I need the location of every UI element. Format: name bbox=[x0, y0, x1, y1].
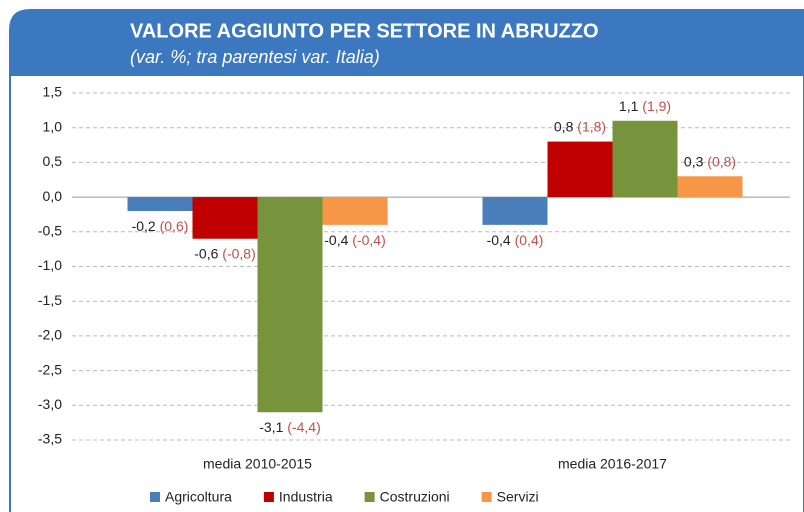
legend-swatch bbox=[150, 492, 160, 502]
italy-label: (-4,4) bbox=[287, 419, 320, 435]
bar bbox=[322, 197, 388, 225]
legend-label: Industria bbox=[279, 489, 333, 505]
y-tick-label: -2,0 bbox=[38, 327, 62, 343]
y-tick-label: -3,5 bbox=[38, 431, 62, 447]
bar bbox=[257, 197, 323, 413]
y-tick-label: -2,5 bbox=[38, 361, 62, 377]
value-label: -0,4 bbox=[487, 232, 511, 248]
bar bbox=[482, 197, 548, 225]
value-label: -0,2 bbox=[132, 218, 156, 234]
data-label: -0,4 (-0,4) bbox=[324, 232, 385, 248]
legend-label: Agricoltura bbox=[165, 489, 232, 505]
italy-label: (1,9) bbox=[642, 97, 671, 113]
frame bbox=[9, 9, 804, 512]
data-label: 0,3 (0,8) bbox=[684, 153, 736, 169]
bar bbox=[612, 120, 678, 198]
y-tick-label: -3,0 bbox=[38, 396, 62, 412]
value-label: 0,8 bbox=[554, 118, 574, 134]
chart-subtitle: (var. %; tra parentesi var. Italia) bbox=[130, 47, 380, 67]
legend-label: Servizi bbox=[497, 489, 539, 505]
italy-label: (-0,4) bbox=[352, 232, 385, 248]
y-tick-label: -0,5 bbox=[38, 223, 62, 239]
italy-label: (0,6) bbox=[160, 218, 189, 234]
y-tick-label: 0,0 bbox=[43, 188, 63, 204]
legend-swatch bbox=[263, 492, 274, 502]
data-label: -0,4 (0,4) bbox=[487, 232, 544, 248]
bar bbox=[192, 197, 258, 239]
value-label: 0,3 bbox=[684, 153, 704, 169]
y-tick-label: -1,5 bbox=[38, 292, 62, 308]
legend-swatch bbox=[364, 492, 375, 502]
bar bbox=[127, 197, 193, 211]
legend-label: Costruzioni bbox=[380, 489, 450, 505]
italy-label: (1,8) bbox=[577, 118, 606, 134]
italy-label: (-0,8) bbox=[222, 245, 255, 261]
bar bbox=[547, 141, 613, 198]
y-tick-label: 0,5 bbox=[43, 153, 63, 169]
data-label: 1,1 (1,9) bbox=[619, 97, 671, 113]
data-label: -0,2 (0,6) bbox=[132, 218, 189, 234]
value-label: 1,1 bbox=[619, 97, 639, 113]
y-tick-label: 1,5 bbox=[43, 84, 63, 100]
data-label: 0,8 (1,8) bbox=[554, 118, 606, 134]
bar bbox=[677, 176, 743, 198]
data-label: -0,6 (-0,8) bbox=[194, 245, 255, 261]
chart-title: VALORE AGGIUNTO PER SETTORE IN ABRUZZO bbox=[130, 20, 599, 42]
value-label: -0,4 bbox=[324, 232, 348, 248]
value-label: -3,1 bbox=[259, 419, 283, 435]
italy-label: (0,4) bbox=[515, 232, 544, 248]
y-tick-label: 1,0 bbox=[43, 118, 63, 134]
legend-swatch bbox=[481, 492, 492, 502]
data-label: -3,1 (-4,4) bbox=[259, 419, 320, 435]
x-tick-label: media 2016-2017 bbox=[558, 456, 667, 472]
italy-label: (0,8) bbox=[707, 153, 736, 169]
y-tick-label: -1,0 bbox=[38, 257, 62, 273]
header bbox=[10, 10, 804, 76]
value-label: -0,6 bbox=[194, 245, 218, 261]
x-tick-label: media 2010-2015 bbox=[203, 456, 312, 472]
